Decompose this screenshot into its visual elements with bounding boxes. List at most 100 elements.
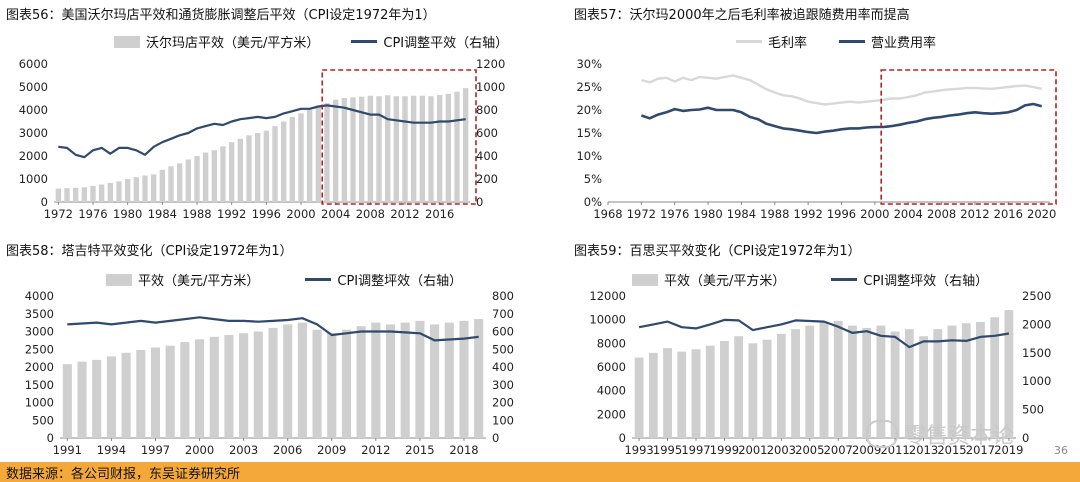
bar [283, 324, 293, 438]
y-right-tick-label: 300 [492, 378, 514, 392]
bar [648, 352, 658, 438]
x-tick-label: 2000 [185, 443, 214, 457]
bar [194, 156, 200, 202]
y-left-tick-label: 1000 [19, 172, 48, 186]
x-tick-label: 1997 [141, 443, 170, 457]
y-left-tick-label: 10% [576, 149, 602, 163]
y-left-tick-label: 3000 [19, 126, 48, 140]
x-tick-label: 1972 [44, 207, 73, 221]
bar [890, 331, 900, 438]
bar [90, 185, 96, 202]
legend-bar-label: 平效（美元/平方米） [664, 274, 786, 289]
y-right-tick-label: 500 [1022, 403, 1044, 417]
y-right-tick-label: 1000 [1022, 374, 1051, 388]
bar [165, 345, 175, 438]
y-left-tick-label: 2000 [597, 407, 626, 421]
y-left-tick-label: 4000 [25, 289, 54, 303]
bar [393, 96, 400, 202]
wechat-icon [866, 420, 898, 448]
x-tick-label: 2001 [738, 443, 767, 457]
legend-line-swatch [351, 40, 378, 43]
y-left-tick-label: 6000 [597, 360, 626, 374]
x-tick-label: 2006 [273, 443, 302, 457]
x-tick-label: 1997 [681, 443, 710, 457]
bar [919, 336, 928, 438]
bar [402, 96, 408, 202]
bar [176, 163, 183, 202]
x-tick-label: 2012 [960, 207, 989, 221]
bar [263, 130, 270, 202]
bar [400, 322, 410, 438]
y-left-tick-label: 1000 [25, 396, 54, 410]
highlight-box [880, 69, 1057, 205]
x-tick-label: 1988 [760, 207, 789, 221]
bar [1004, 310, 1014, 438]
bar [848, 325, 857, 438]
series-line [638, 318, 1010, 349]
y-left-tick-label: 4000 [19, 103, 48, 117]
y-right-tick-label: 0 [492, 431, 499, 445]
bar [254, 133, 261, 202]
bar [862, 327, 872, 438]
x-tick-label: 2008 [356, 207, 385, 221]
bar [677, 351, 687, 438]
bar [202, 152, 209, 202]
bar [332, 99, 339, 202]
bar [776, 333, 786, 438]
legend-bar-label: 平效（美元/平方米） [138, 274, 260, 289]
x-tick-label: 2019 [994, 443, 1023, 457]
bar [298, 113, 304, 202]
y-left-tick-label: 12000 [589, 289, 626, 303]
y-right-tick-label: 200 [476, 172, 498, 186]
x-tick-label: 2005 [795, 443, 824, 457]
y-right-tick-label: 600 [492, 325, 514, 339]
x-tick-label: 1980 [113, 207, 142, 221]
x-tick-label: 2004 [894, 207, 923, 221]
x-tick-label: 1984 [148, 207, 177, 221]
bar [341, 329, 352, 438]
legend-bar-swatch [632, 273, 658, 286]
bar [876, 325, 886, 438]
y-right-tick-label: 1500 [1022, 346, 1051, 360]
x-tick-label: 2007 [824, 443, 853, 457]
y-left-tick-label: 30% [576, 57, 602, 71]
bar [462, 88, 469, 202]
y-left-tick-label: 25% [576, 80, 602, 94]
bar [990, 317, 1000, 438]
bar [385, 324, 396, 438]
bar [350, 97, 356, 202]
bar [124, 179, 131, 202]
x-tick-label: 1988 [182, 207, 211, 221]
bar [436, 95, 443, 202]
series-line [640, 102, 1043, 135]
y-left-tick-label: 0% [584, 195, 602, 209]
bar [133, 177, 140, 202]
legend-expense-label: 营业费用率 [871, 36, 937, 51]
y-left-tick-label: 3500 [25, 307, 54, 321]
bar [410, 95, 417, 202]
bar [341, 98, 348, 202]
legend-line-swatch [305, 278, 332, 281]
bar [239, 333, 249, 438]
x-tick-label: 2015 [405, 443, 434, 457]
bar [748, 343, 758, 438]
x-tick-label: 1968 [593, 207, 622, 221]
y-right-tick-label: 100 [492, 413, 514, 427]
bar [224, 335, 234, 438]
x-tick-label: 2013 [909, 443, 938, 457]
bar [185, 159, 192, 202]
y-left-tick-label: 4000 [597, 384, 626, 398]
bar [77, 361, 87, 438]
bar [159, 169, 166, 202]
y-left-tick-label: 1500 [25, 378, 54, 392]
bar [306, 110, 313, 202]
watermark-text: 零售资本论 [904, 424, 1015, 449]
x-tick-label: 2012 [361, 443, 390, 457]
y-right-tick-label: 2000 [1022, 317, 1051, 331]
bar [705, 345, 715, 438]
chart-59-legend: 平效（美元/平方米） CPI调整坪效（右轴） [632, 270, 988, 289]
x-tick-label: 1994 [97, 443, 126, 457]
y-right-tick-label: 400 [476, 149, 498, 163]
chart-57-plot: 0% 5% 10% 15% 20% 25% 30% 1968 1972 1976 1980 1984 1… [576, 57, 1057, 221]
x-tick-label: 1976 [660, 207, 689, 221]
